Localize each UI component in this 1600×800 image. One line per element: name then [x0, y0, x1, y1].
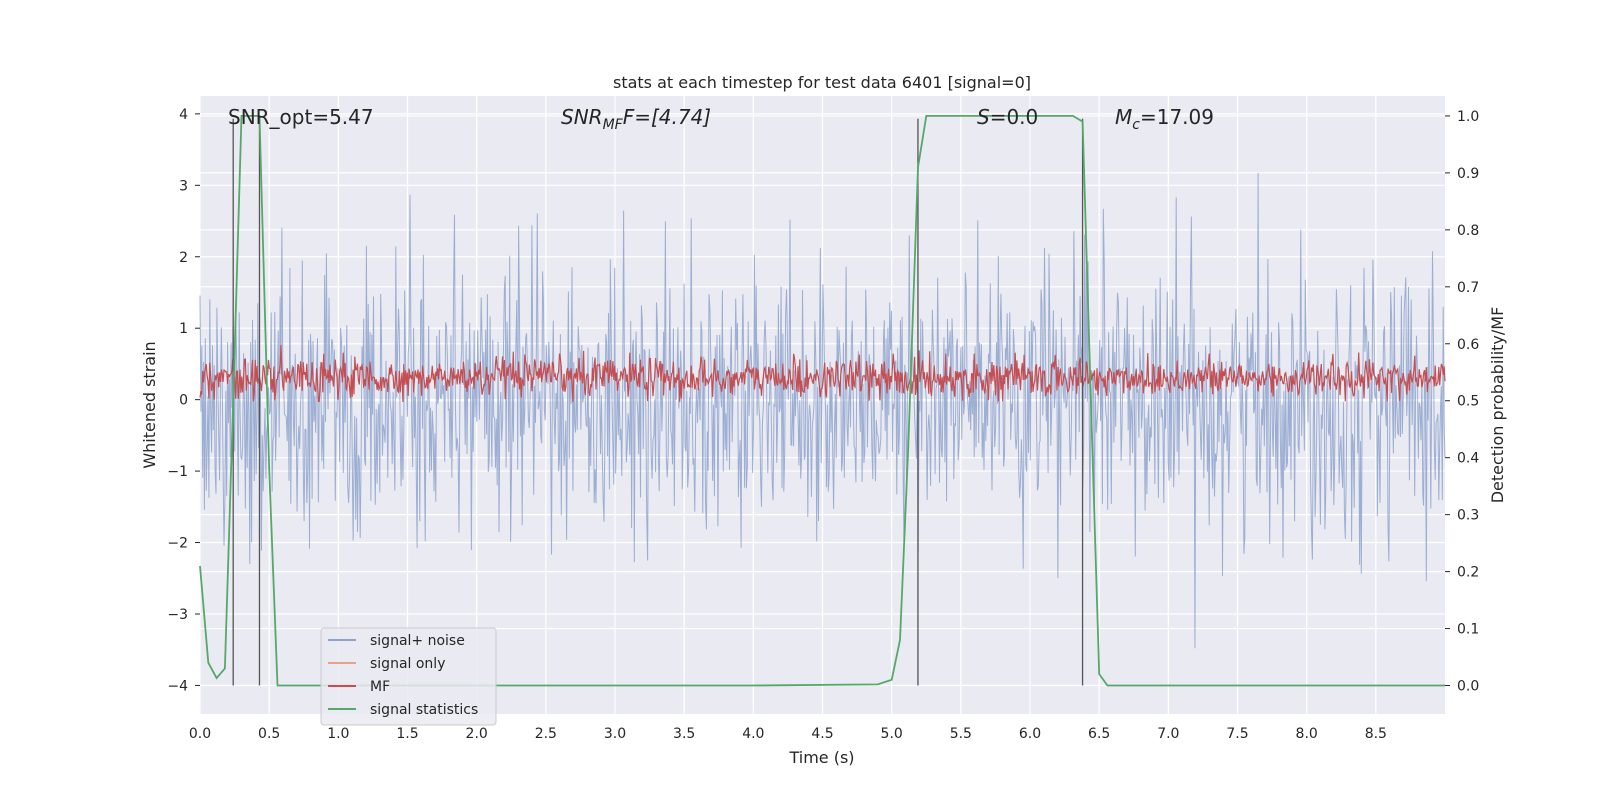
- x-axis-ticks: 0.0 0.5 1.0 1.5 2.0 2.5 3.0 3.5 4.0 4.5 5.0 5.5 6.0 6…: [189, 726, 1387, 742]
- y-tick-label: 4: [179, 107, 188, 123]
- y2-axis-ticks: 1.0 0.9 0.8 0.7 0.6 0.5 0.4 0.3 0.2 0.1 0.0: [1445, 109, 1479, 695]
- x-tick-label: 1.0: [327, 726, 349, 742]
- x-tick-label: 7.5: [1226, 726, 1248, 742]
- annotation-snr-mf-base: SNR: [561, 105, 603, 129]
- y-tick-label: 1: [179, 321, 188, 337]
- annotation-snr-mf-rest: F=[4.74]: [623, 105, 711, 129]
- y-tick-label: 2: [179, 250, 188, 266]
- annotation-snr-opt: SNR_opt=5.47: [228, 105, 374, 129]
- y-axis-label: Whitened strain: [140, 341, 159, 468]
- series-signal-statistics: [199, 115, 1445, 687]
- signal-statistics-line: [199, 115, 1445, 687]
- annotation-snr-mf: SNRMFF=[4.74]: [561, 105, 711, 133]
- x-tick-label: 5.5: [950, 726, 972, 742]
- legend-label-mf: MF: [370, 679, 390, 695]
- legend: signal+ noise signal only MF signal stat…: [320, 627, 497, 726]
- x-tick-label: 4.5: [811, 726, 833, 742]
- y-tick-label: −4: [167, 678, 188, 694]
- x-tick-label: 6.5: [1088, 726, 1110, 742]
- mf-line: [199, 344, 1446, 403]
- y2-tick-label: 0.8: [1457, 223, 1479, 239]
- annotation-mc-sub: c: [1132, 117, 1140, 133]
- y2-tick-label: 1.0: [1457, 109, 1479, 125]
- y2-tick-label: 0.5: [1457, 394, 1479, 410]
- y2-tick-label: 0.7: [1457, 280, 1479, 296]
- y2-tick-label: 0.0: [1457, 679, 1479, 695]
- annotation-s-base: S: [977, 105, 990, 129]
- x-tick-label: 0.5: [258, 726, 280, 742]
- y2-axis-label: Detection probability/MF: [1488, 307, 1507, 504]
- x-tick-label: 2.5: [535, 726, 557, 742]
- y-tick-label: −3: [167, 607, 188, 623]
- x-tick-label: 8.5: [1365, 726, 1387, 742]
- annotation-s: S=0.0: [977, 105, 1038, 129]
- y-tick-label: −2: [167, 536, 188, 552]
- x-tick-label: 3.0: [604, 726, 626, 742]
- y-tick-label: 3: [179, 178, 188, 194]
- x-axis-label: Time (s): [788, 748, 854, 767]
- y2-tick-label: 0.2: [1457, 565, 1479, 581]
- legend-box: [320, 627, 497, 726]
- annotation-snr-mf-sub: MF: [603, 117, 624, 133]
- chart-title: stats at each timestep for test data 640…: [613, 73, 1031, 92]
- x-tick-label: 7.0: [1157, 726, 1179, 742]
- y2-tick-label: 0.6: [1457, 337, 1479, 353]
- x-tick-label: 3.5: [673, 726, 695, 742]
- y-axis-ticks: 4 3 2 1 0 −1 −2 −3 −4: [167, 107, 200, 694]
- y2-tick-label: 0.4: [1457, 451, 1479, 467]
- y2-tick-label: 0.9: [1457, 166, 1479, 182]
- x-tick-label: 6.0: [1019, 726, 1041, 742]
- y-tick-label: 0: [179, 393, 188, 409]
- x-tick-label: 4.0: [742, 726, 764, 742]
- annotation-mc-base: M: [1115, 105, 1132, 129]
- x-tick-label: 5.0: [881, 726, 903, 742]
- x-tick-label: 8.0: [1296, 726, 1318, 742]
- x-tick-label: 1.5: [396, 726, 418, 742]
- x-tick-label: 0.0: [189, 726, 211, 742]
- legend-label-signal-only: signal only: [370, 656, 445, 672]
- annotation-mc-rest: =17.09: [1140, 105, 1214, 129]
- legend-label-signal-noise: signal+ noise: [370, 633, 465, 649]
- y2-tick-label: 0.3: [1457, 508, 1479, 524]
- y-tick-label: −1: [167, 464, 188, 480]
- legend-label-signal-statistics: signal statistics: [370, 702, 478, 718]
- annotation-mc: Mc=17.09: [1115, 105, 1214, 133]
- annotation-s-rest: =0.0: [990, 105, 1039, 129]
- series-mf: [199, 344, 1446, 403]
- y2-tick-label: 0.1: [1457, 622, 1479, 638]
- x-tick-label: 2.0: [466, 726, 488, 742]
